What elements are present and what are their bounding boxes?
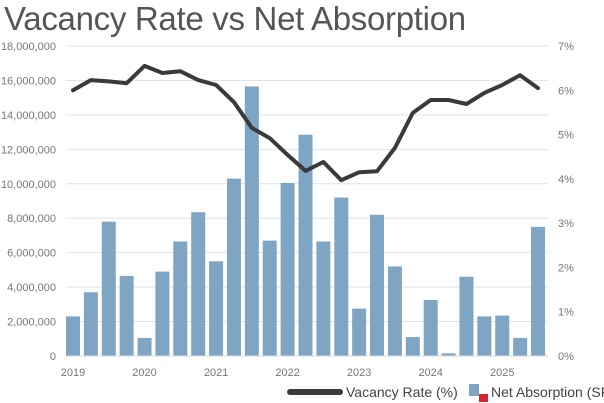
bar bbox=[155, 271, 170, 356]
right-axis-tick-label: 0% bbox=[558, 351, 574, 363]
x-axis-tick-label: 2020 bbox=[132, 367, 156, 379]
bar bbox=[531, 226, 545, 356]
right-axis-tick-label: 3% bbox=[558, 218, 574, 230]
x-axis-tick-label: 2019 bbox=[61, 367, 85, 379]
bar bbox=[226, 178, 241, 356]
bar bbox=[352, 308, 367, 356]
chart-title: Vacancy Rate vs Net Absorption bbox=[4, 0, 466, 37]
left-axis-tick-label: 16,000,000 bbox=[1, 75, 56, 87]
right-axis-tick-label: 1% bbox=[558, 307, 574, 319]
bar bbox=[280, 182, 295, 356]
bar bbox=[101, 221, 116, 356]
left-axis-tick-label: 12,000,000 bbox=[1, 144, 56, 156]
right-axis-tick-label: 2% bbox=[558, 262, 574, 274]
left-axis-tick-label: 2,000,000 bbox=[7, 317, 56, 329]
bar bbox=[441, 353, 456, 356]
bar bbox=[405, 337, 420, 356]
left-axis-tick-label: 14,000,000 bbox=[1, 110, 56, 122]
x-axis-tick-label: 2022 bbox=[275, 367, 299, 379]
x-axis-tick-label: 2024 bbox=[418, 367, 442, 379]
bar bbox=[83, 292, 98, 356]
bar bbox=[137, 337, 152, 356]
bar bbox=[244, 86, 259, 356]
bar bbox=[66, 316, 80, 356]
right-axis-tick-label: 6% bbox=[558, 85, 574, 97]
right-axis-tick-label: 4% bbox=[558, 174, 574, 186]
left-axis-tick-label: 4,000,000 bbox=[7, 282, 56, 294]
bar bbox=[423, 300, 438, 356]
bar bbox=[334, 197, 349, 356]
bar bbox=[370, 214, 385, 356]
right-axis-tick-label: 7% bbox=[558, 41, 574, 53]
bar bbox=[119, 275, 134, 356]
bar bbox=[262, 240, 277, 356]
bar bbox=[459, 276, 474, 356]
legend-bar-marker-accent bbox=[479, 394, 488, 402]
bar bbox=[316, 241, 331, 356]
left-axis-tick-label: 0 bbox=[50, 351, 56, 363]
left-axis-tick-label: 8,000,000 bbox=[7, 213, 56, 225]
x-axis-tick-label: 2025 bbox=[490, 367, 514, 379]
left-axis-tick-label: 6,000,000 bbox=[7, 248, 56, 260]
x-axis-tick-label: 2023 bbox=[347, 367, 371, 379]
bar bbox=[495, 315, 510, 356]
bar bbox=[298, 134, 313, 356]
bar bbox=[513, 337, 528, 356]
bar bbox=[387, 266, 402, 356]
bar bbox=[173, 241, 188, 356]
x-axis-tick-label: 2021 bbox=[204, 367, 228, 379]
right-axis-tick-label: 5% bbox=[558, 130, 574, 142]
bar bbox=[477, 316, 492, 356]
left-axis-tick-label: 10,000,000 bbox=[1, 179, 56, 191]
legend-label-vacancy: Vacancy Rate (%) bbox=[346, 384, 458, 400]
vacancy-rate-line bbox=[71, 63, 540, 183]
bar bbox=[209, 261, 224, 356]
legend-bar-marker bbox=[469, 384, 479, 396]
legend-label-absorption: Net Absorption (SF) bbox=[491, 384, 604, 400]
bar bbox=[191, 212, 206, 356]
left-axis-tick-label: 18,000,000 bbox=[1, 41, 56, 53]
